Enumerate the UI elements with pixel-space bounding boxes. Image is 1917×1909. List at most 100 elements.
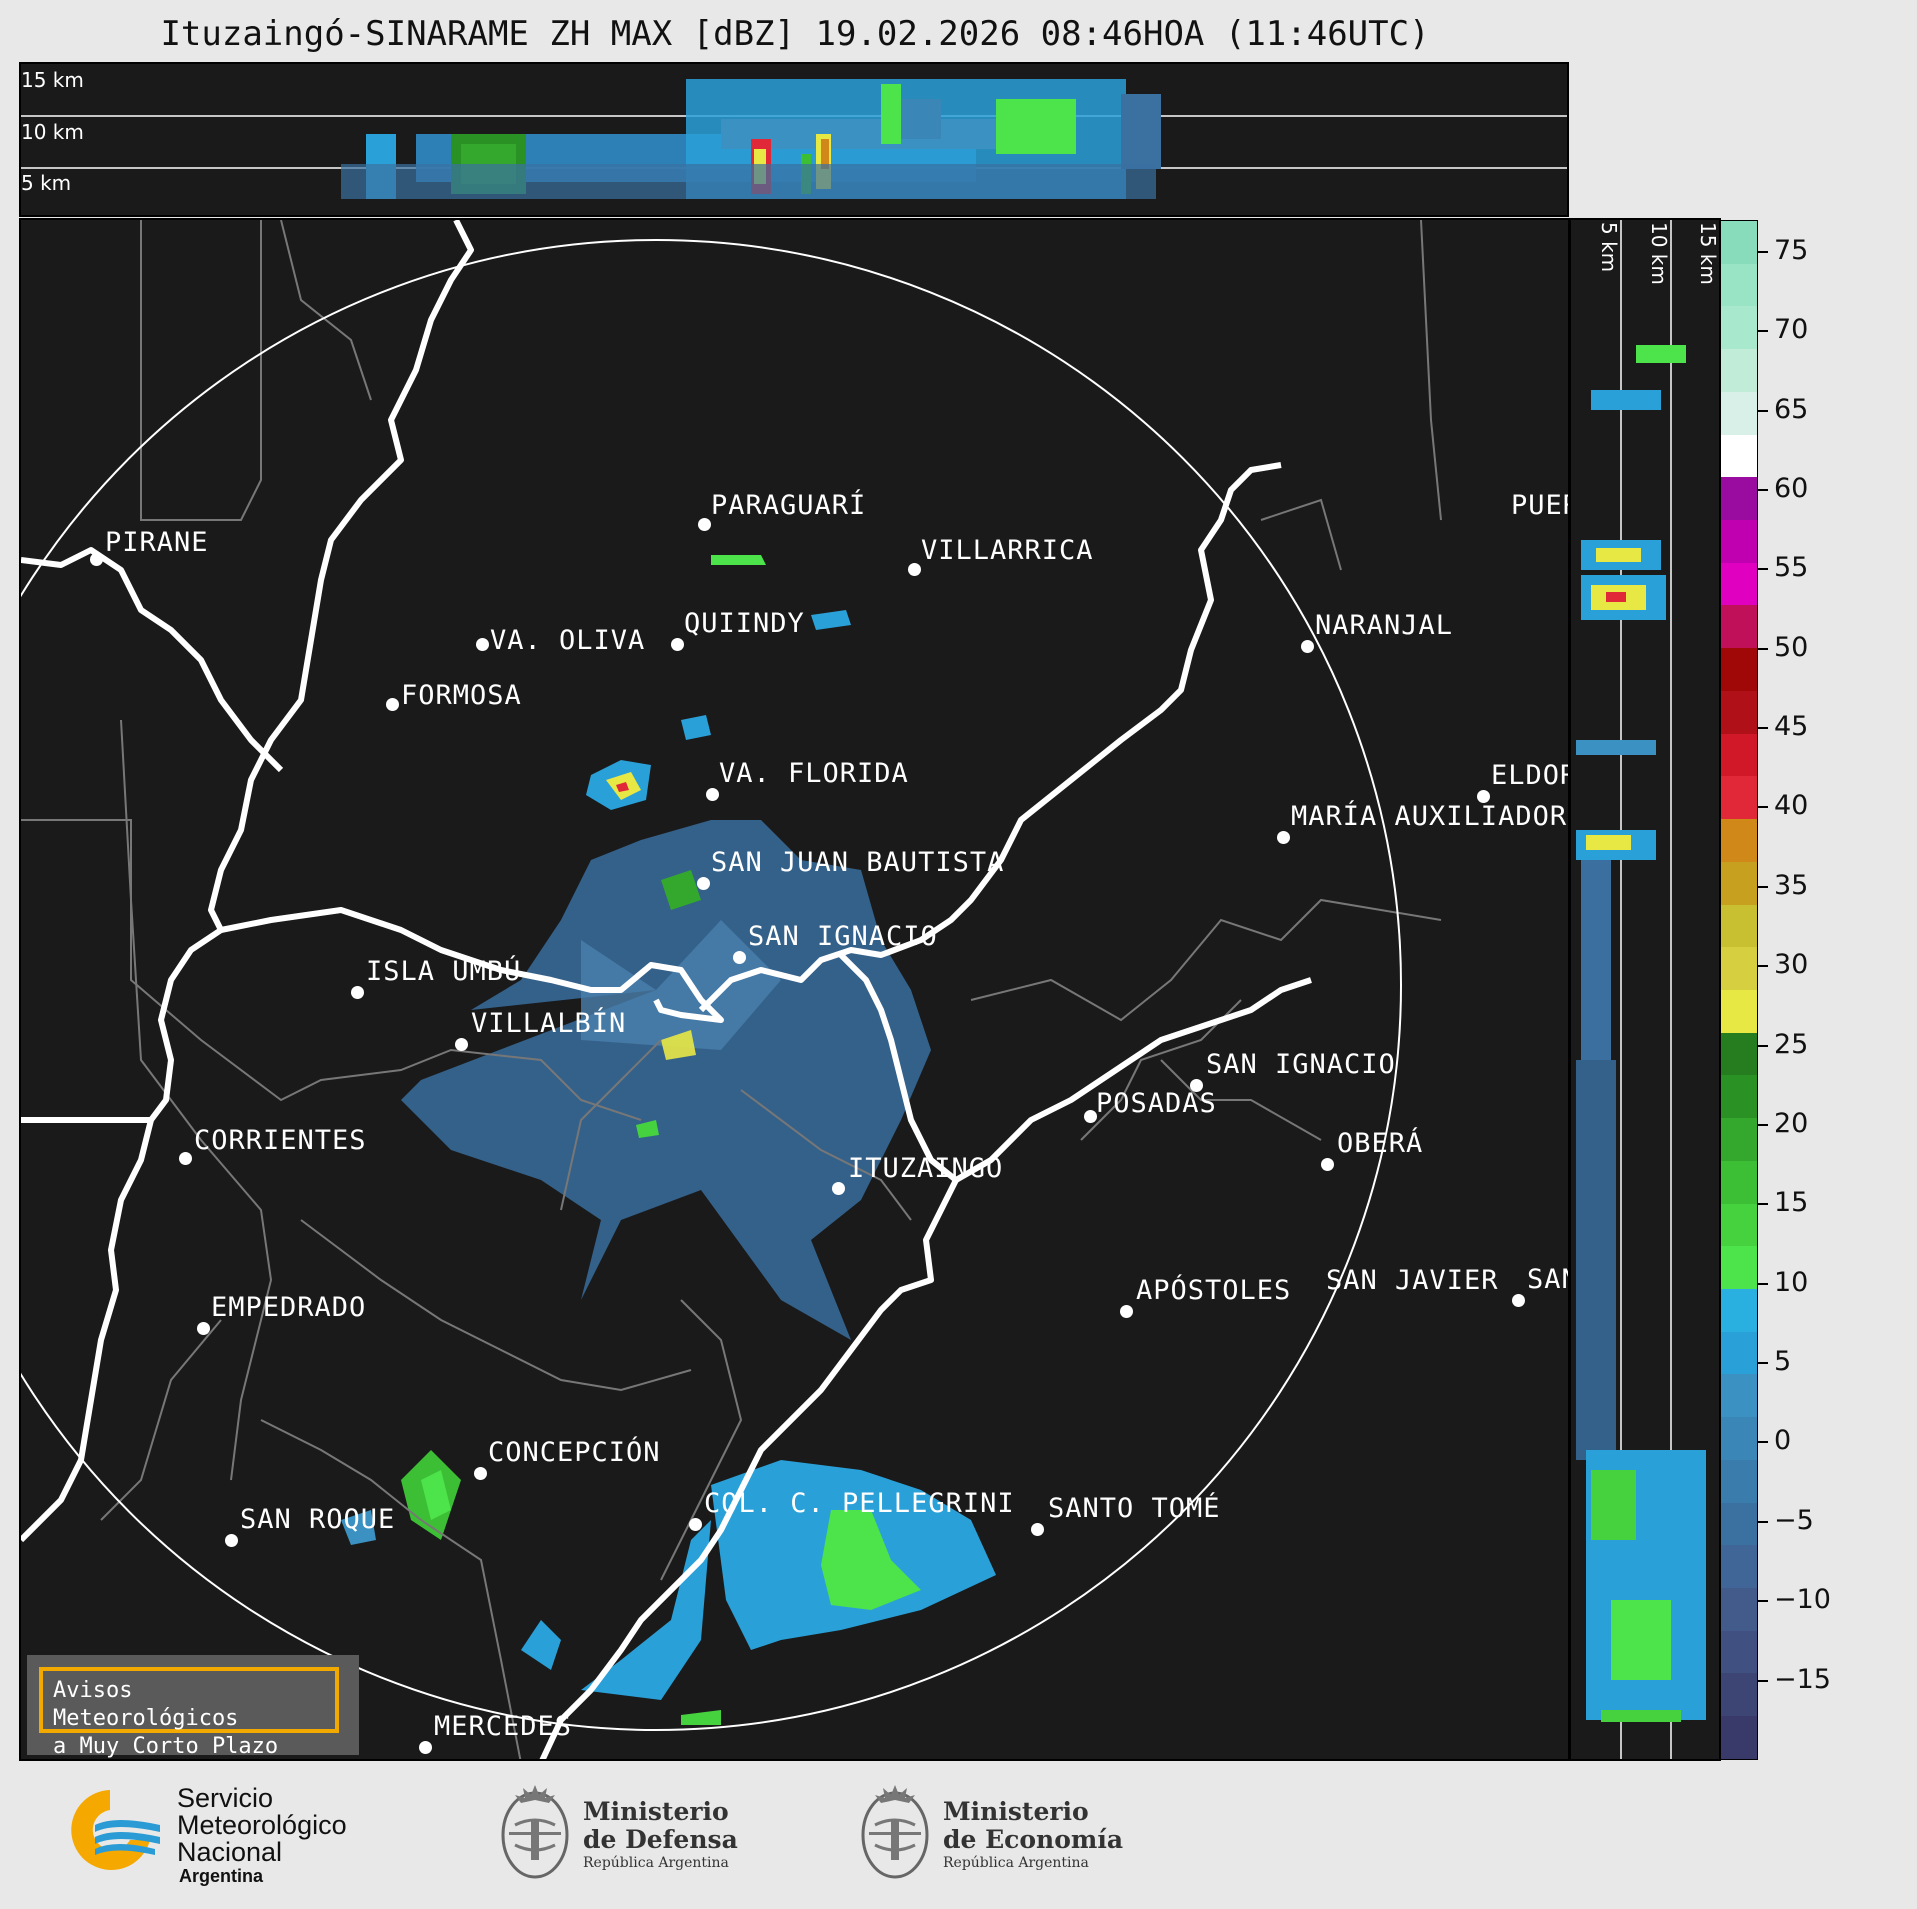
colorbar-tick (1758, 488, 1768, 491)
smn-line-1: Servicio (177, 1783, 274, 1813)
city-dot (733, 951, 746, 964)
chart-title: Ituzaingó-SINARAME ZH MAX [dBZ] 19.02.20… (160, 14, 1430, 54)
defensa-line-3: República Argentina (583, 1855, 729, 1871)
height-label-5km: 5 km (21, 171, 72, 195)
city-dot (832, 1182, 845, 1195)
department-borders (21, 220, 1442, 1759)
top-profile-echoes (21, 79, 1567, 199)
colorbar-segment (1721, 861, 1757, 905)
city-dot (671, 638, 684, 651)
colorbar-tick-label: 10 (1774, 1266, 1809, 1298)
city-dot (351, 986, 364, 999)
city-label-empedrado: EMPEDRADO (211, 1292, 367, 1323)
colorbar-segment (1721, 1075, 1757, 1119)
side-profile-echoes (1576, 220, 1706, 1759)
economia-line-3: República Argentina (943, 1855, 1089, 1871)
colorbar-tick (1758, 1123, 1768, 1126)
smn-logo: Servicio Meteorológico Nacional Argentin… (55, 1780, 395, 1890)
map-geometry (21, 220, 1442, 1759)
city-dot (476, 638, 489, 651)
city-label-pirane: PIRANE (105, 527, 209, 558)
colorbar-tick-label: 0 (1774, 1425, 1792, 1457)
defensa-line-1: Ministerio (583, 1797, 729, 1826)
colorbar-tick (1758, 1362, 1768, 1365)
city-dot (455, 1038, 468, 1051)
colorbar-tick-label: 70 (1774, 314, 1809, 346)
city-dot (90, 553, 103, 566)
warning-box[interactable]: Avisos Meteorológicos a Muy Corto Plazo (27, 1655, 359, 1759)
colorbar-tick-label: 75 (1774, 234, 1809, 266)
colorbar-segment (1721, 349, 1757, 392)
city-dot (1301, 640, 1314, 653)
colorbar-segment (1721, 989, 1757, 1033)
colorbar-tick (1758, 568, 1768, 571)
colorbar-segment (1721, 648, 1757, 691)
smn-line-2: Meteorológico (177, 1810, 347, 1840)
colorbar-segment (1721, 1417, 1757, 1460)
colorbar-segment (1721, 1459, 1757, 1503)
colorbar-segment (1721, 434, 1757, 478)
colorbar-segment (1721, 947, 1757, 990)
city-label-corrientes: CORRIENTES (194, 1125, 367, 1156)
city-dot (386, 698, 399, 711)
warning-line-2: a Muy Corto Plazo (53, 1734, 279, 1759)
colorbar-segment (1721, 1118, 1757, 1161)
city-label-maria-auxiliador: MARÍA AUXILIADOR (1291, 801, 1568, 832)
city-dot (1321, 1158, 1334, 1171)
city-label-concepcion: CONCEPCIÓN (488, 1437, 661, 1468)
colorbar-tick-label: 45 (1774, 711, 1809, 743)
colorbar-segment (1721, 690, 1757, 734)
city-dot (706, 788, 719, 801)
colorbar-tick-label: 15 (1774, 1187, 1809, 1219)
city-dot (1120, 1305, 1133, 1318)
city-label-villarrica: VILLARRICA (921, 535, 1094, 566)
colorbar-tick-label: 50 (1774, 631, 1809, 663)
city-dot (1277, 831, 1290, 844)
colorbar-tick-label: 55 (1774, 552, 1809, 584)
side-height-label-5km: 5 km (1597, 222, 1621, 273)
colorbar-segment (1721, 520, 1757, 563)
colorbar-tick (1758, 330, 1768, 333)
colorbar-segment (1721, 1288, 1757, 1332)
city-label-villalbin: VILLALBÍN (471, 1008, 627, 1039)
city-label-san-javier: SAN JAVIER (1326, 1265, 1499, 1296)
radar-echoes (341, 555, 996, 1725)
colorbar-tick (1758, 1203, 1768, 1206)
city-label-san: SAN (1527, 1264, 1568, 1295)
economia-line-2: de Economía (943, 1825, 1124, 1854)
economia-logo: Ministerio de Economía República Argenti… (855, 1770, 1135, 1900)
colorbar-tick (1758, 1441, 1768, 1444)
colorbar-tick-label: 65 (1774, 393, 1809, 425)
side-height-label-15km: 15 km (1696, 222, 1720, 285)
colorbar-segment (1721, 1588, 1757, 1631)
colorbar-tick (1758, 885, 1768, 888)
height-label-10km: 10 km (21, 120, 84, 144)
colorbar-segment (1721, 1331, 1757, 1375)
country-borders (21, 220, 1312, 1759)
city-label-isla-umbu: ISLA UMBÚ (366, 956, 522, 987)
city-label-san-roque: SAN ROQUE (240, 1504, 396, 1535)
warning-box-inner: Avisos Meteorológicos a Muy Corto Plazo (39, 1667, 339, 1759)
colorbar-segment (1721, 1246, 1757, 1289)
city-label-apostoles: APÓSTOLES (1136, 1275, 1292, 1306)
city-dot (1477, 790, 1490, 803)
city-label-posadas: POSADAS (1096, 1088, 1217, 1119)
colorbar-segment (1721, 776, 1757, 820)
colorbar-segment (1721, 391, 1757, 435)
colorbar-segment (1721, 562, 1757, 606)
colorbar-tick (1758, 727, 1768, 730)
city-label-naranjal: NARANJAL (1315, 610, 1454, 641)
range-ring (21, 239, 1402, 1731)
colorbar-segment (1721, 1630, 1757, 1674)
colorbar-tick-label: 5 (1774, 1346, 1792, 1378)
city-dot (225, 1534, 238, 1547)
side-height-label-10km: 10 km (1647, 222, 1671, 285)
city-label-puer: PUER (1511, 490, 1568, 521)
city-label-eldor: ELDOR (1491, 760, 1570, 791)
city-dot (1031, 1523, 1044, 1536)
colorbar-tick-label: 20 (1774, 1107, 1809, 1139)
city-label-va-florida: VA. FLORIDA (719, 758, 909, 789)
city-label-quiindy: QUIINDY (684, 608, 805, 639)
defensa-line-2: de Defensa (583, 1825, 738, 1854)
colorbar-tick-label: −10 (1774, 1584, 1831, 1616)
